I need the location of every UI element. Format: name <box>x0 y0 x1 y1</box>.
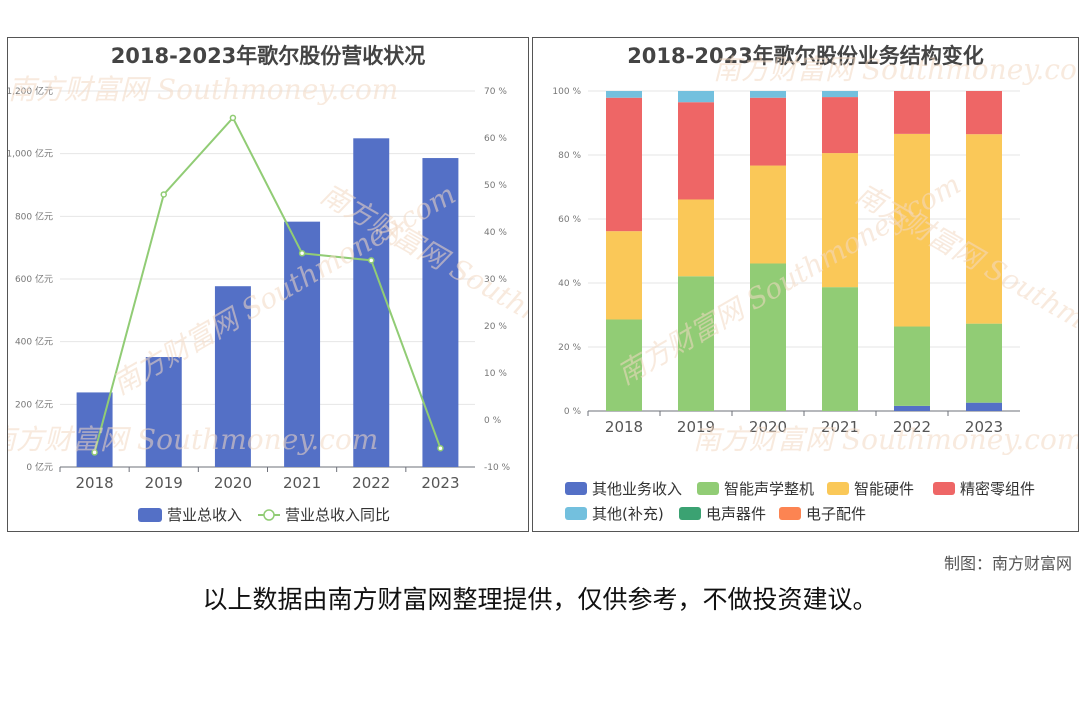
stack-segment <box>894 133 930 327</box>
revenue-chart-svg: 0 亿元 200 亿元 400 亿元 600 亿元 800 亿元 1,000 亿元 1,20… <box>8 85 511 524</box>
revenue-growth-point <box>160 191 167 198</box>
y-right-tick-label: 40 % <box>484 228 507 238</box>
stack-segment <box>822 91 858 98</box>
revenue-chart-panel: 2018-2023年歌尔股份营收状况 0 亿元 200 亿元 400 亿元 600 亿… <box>7 37 529 532</box>
stack-segment <box>966 134 1002 324</box>
y-left-tick-label: 400 亿元 <box>15 336 53 348</box>
stack-segment <box>678 276 714 411</box>
revenue-bar <box>284 221 321 467</box>
y-tick-label: 20 % <box>558 343 581 353</box>
legend-swatch <box>565 507 587 520</box>
revenue-bar <box>214 286 251 467</box>
y-right-tick-label: 60 % <box>484 134 507 144</box>
stack-segment <box>822 287 858 411</box>
revenue-chart-title: 2018-2023年歌尔股份营收状况 <box>110 44 426 68</box>
revenue-bar <box>422 158 459 467</box>
y-right-tick-label: 20 % <box>484 322 507 332</box>
x-tick-label: 2023 <box>965 418 1003 436</box>
x-tick-label: 2019 <box>145 474 183 492</box>
stack-segment <box>606 319 642 411</box>
legend-label: 其他业务收入 <box>592 480 682 498</box>
y-tick-label: 80 % <box>558 151 581 161</box>
revenue-growth-line <box>93 116 442 453</box>
stack-segment <box>822 97 858 154</box>
stack-segment <box>966 402 1002 411</box>
legend-swatch <box>779 507 801 520</box>
legend-label: 营业总收入 <box>167 506 242 524</box>
structure-chart-title: 2018-2023年歌尔股份业务结构变化 <box>627 44 984 68</box>
legend-swatch <box>565 482 587 495</box>
x-tick-label: 2021 <box>821 418 859 436</box>
revenue-growth-point <box>229 114 237 122</box>
y-left-tick-label: 200 亿元 <box>15 398 53 410</box>
legend-label: 电子配件 <box>806 505 866 523</box>
legend-label: 营业总收入同比 <box>285 506 390 524</box>
x-tick-label: 2019 <box>677 418 715 436</box>
y-left-tick-label: 1,200 亿元 <box>8 85 53 97</box>
revenue-bar <box>353 138 390 467</box>
stack-segment <box>606 97 642 232</box>
stack-segment <box>606 231 642 320</box>
legend-label: 精密零组件 <box>960 480 1035 498</box>
y-right-tick-label: 50 % <box>484 181 507 191</box>
stack-segment <box>894 405 930 411</box>
revenue-growth-point <box>298 250 306 257</box>
y-left-tick-label: 800 亿元 <box>15 210 53 222</box>
y-right-tick-label: 70 % <box>484 87 507 97</box>
y-right-tick-label: -10 % <box>484 463 511 473</box>
legend-swatch <box>827 482 849 495</box>
legend-label: 智能声学整机 <box>724 480 814 498</box>
disclaimer-note: 以上数据由南方财富网整理提供，仅供参考，不做投资建议。 <box>202 585 878 614</box>
x-tick-label: 2018 <box>75 474 113 492</box>
legend-label: 其他(补充) <box>592 505 664 523</box>
y-tick-label: 60 % <box>558 215 581 225</box>
stack-segment <box>822 153 858 288</box>
y-tick-label: 0 % <box>564 407 582 417</box>
y-left-tick-label: 0 亿元 <box>26 461 53 473</box>
revenue-growth-point <box>368 257 375 264</box>
stack-segment <box>894 326 930 406</box>
y-left-tick-label: 1,000 亿元 <box>8 148 53 160</box>
structure-chart-panel: 2018-2023年歌尔股份业务结构变化 0 % 20 % 40 % 60 % 80 %… <box>532 37 1079 532</box>
legend-swatch-marker <box>263 509 275 521</box>
structure-chart-svg: 0 % 20 % 40 % 60 % 80 % 100 % 2018 2019 2020 2021… <box>552 87 1035 523</box>
legend-swatch <box>679 507 701 520</box>
legend-swatch <box>933 482 955 495</box>
y-right-tick-label: 30 % <box>484 275 507 285</box>
stack-segment <box>750 97 786 166</box>
x-tick-label: 2023 <box>421 474 459 492</box>
stack-segment <box>750 165 786 264</box>
stack-segment <box>966 91 1002 135</box>
x-tick-label: 2021 <box>283 474 321 492</box>
y-tick-label: 100 % <box>552 87 581 97</box>
chart-credit: 制图：南方财富网 <box>943 554 1072 573</box>
stack-segment <box>894 91 930 134</box>
stack-segment <box>606 91 642 98</box>
legend-label: 电声器件 <box>706 505 766 523</box>
stack-segment <box>966 323 1002 403</box>
y-tick-label: 40 % <box>558 279 581 289</box>
legend-swatch-bar <box>138 508 162 522</box>
stack-segment <box>678 102 714 200</box>
x-tick-label: 2022 <box>352 474 390 492</box>
revenue-growth-point <box>437 444 444 452</box>
x-tick-label: 2020 <box>214 474 252 492</box>
y-right-tick-label: 10 % <box>484 369 507 379</box>
legend-label: 智能硬件 <box>854 480 914 498</box>
stack-segment <box>678 91 714 103</box>
y-left-tick-label: 600 亿元 <box>15 273 53 285</box>
legend-swatch <box>697 482 719 495</box>
x-tick-label: 2020 <box>749 418 787 436</box>
stack-segment <box>750 91 786 98</box>
revenue-growth-point <box>91 449 98 456</box>
revenue-bar <box>145 357 182 467</box>
stack-segment <box>678 199 714 277</box>
y-right-tick-label: 0 % <box>484 416 502 426</box>
stack-segment <box>750 263 786 411</box>
x-tick-label: 2018 <box>605 418 643 436</box>
x-tick-label: 2022 <box>893 418 931 436</box>
